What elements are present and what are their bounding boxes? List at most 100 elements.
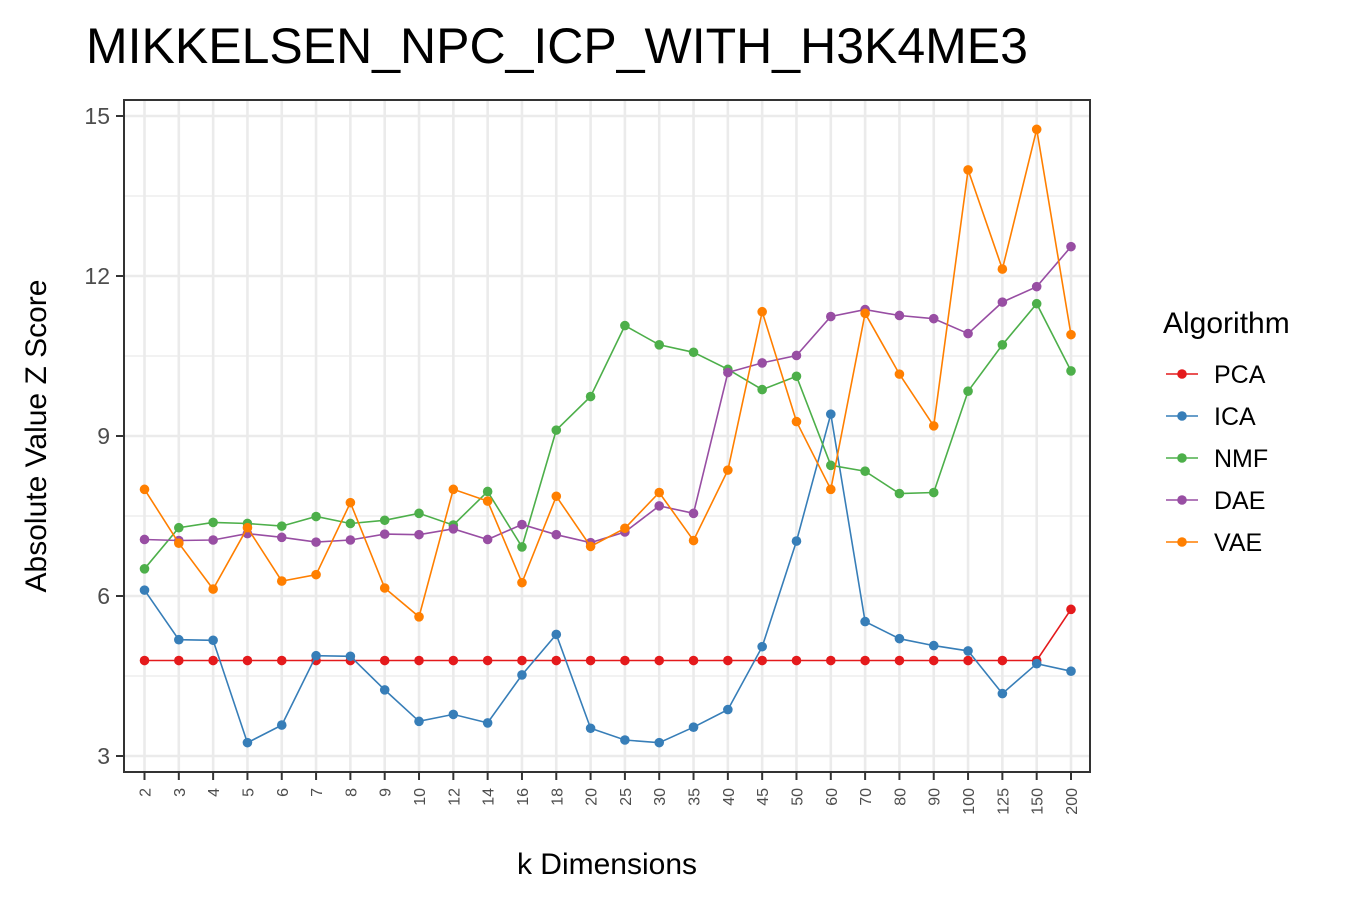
data-point-pca: [551, 656, 561, 666]
legend-key-point: [1177, 411, 1187, 421]
data-point-ica: [277, 720, 287, 730]
x-tick-label: 20: [584, 788, 601, 806]
data-point-ica: [414, 717, 424, 727]
data-point-ica: [586, 723, 596, 733]
data-point-nmf: [414, 509, 424, 519]
data-point-ica: [895, 634, 905, 644]
legend-label-dae: DAE: [1214, 487, 1265, 515]
data-point-nmf: [380, 515, 390, 525]
data-point-vae: [1066, 330, 1076, 340]
x-tick-label: 5: [240, 788, 257, 797]
data-point-vae: [723, 465, 733, 475]
data-point-pca: [517, 656, 527, 666]
data-point-nmf: [551, 425, 561, 435]
x-tick-label: 8: [343, 788, 360, 797]
data-point-pca: [208, 656, 218, 666]
data-point-pca: [963, 656, 973, 666]
x-tick-label: 30: [652, 788, 669, 806]
x-axis: 2 3 4 5 6 7 8 9 10 12 14 16 18 20 25 30 35 40 45 50 60 70 80 90…: [138, 772, 1082, 815]
data-point-dae: [1032, 282, 1042, 292]
x-tick-label: 80: [892, 788, 909, 806]
data-point-vae: [826, 485, 836, 495]
data-point-pca: [757, 656, 767, 666]
x-tick-label: 10: [412, 788, 429, 806]
legend-key-point: [1177, 369, 1187, 379]
data-point-vae: [380, 583, 390, 593]
data-point-vae: [551, 491, 561, 501]
data-point-pca: [689, 656, 699, 666]
data-point-dae: [1066, 242, 1076, 252]
x-tick-label: 16: [515, 788, 532, 806]
data-point-vae: [449, 485, 459, 495]
y-tick-label: 3: [97, 743, 110, 769]
x-tick-label: 45: [755, 788, 772, 806]
x-tick-label: 40: [721, 788, 738, 806]
data-point-pca: [620, 656, 630, 666]
data-point-ica: [449, 710, 459, 720]
data-point-dae: [895, 311, 905, 321]
data-point-pca: [414, 656, 424, 666]
x-tick-label: 2: [138, 788, 155, 797]
data-point-vae: [895, 369, 905, 379]
data-point-nmf: [208, 518, 218, 528]
data-point-nmf: [517, 542, 527, 552]
x-tick-label: 50: [789, 788, 806, 806]
legend-key-point: [1177, 537, 1187, 547]
data-point-dae: [963, 329, 973, 339]
legend-item-pca: PCA: [1166, 361, 1266, 389]
data-point-vae: [963, 165, 973, 175]
data-point-pca: [1066, 605, 1076, 615]
x-tick-label: 25: [618, 788, 635, 806]
legend-label-nmf: NMF: [1214, 445, 1268, 473]
x-tick-label: 35: [687, 788, 704, 806]
data-point-vae: [1032, 125, 1042, 135]
x-axis-title: k Dimensions: [517, 848, 697, 881]
x-tick-label: 200: [1064, 788, 1081, 815]
x-tick-label: 90: [927, 788, 944, 806]
data-point-pca: [929, 656, 939, 666]
legend-title: Algorithm: [1163, 307, 1290, 340]
data-point-dae: [551, 530, 561, 540]
data-point-dae: [140, 535, 150, 545]
data-point-dae: [346, 535, 356, 545]
data-point-dae: [826, 312, 836, 322]
data-point-nmf: [757, 385, 767, 395]
data-point-dae: [757, 358, 767, 368]
legend-key-point: [1177, 453, 1187, 463]
data-point-dae: [792, 351, 802, 361]
y-axis: 3 6 9 12 15: [84, 103, 124, 769]
data-point-vae: [208, 584, 218, 594]
data-point-dae: [277, 533, 287, 543]
data-point-ica: [689, 722, 699, 732]
data-point-ica: [620, 735, 630, 745]
legend-item-ica: ICA: [1166, 403, 1256, 431]
data-point-pca: [654, 656, 664, 666]
data-point-ica: [860, 617, 870, 627]
legend-item-dae: DAE: [1166, 487, 1265, 515]
data-point-vae: [998, 264, 1008, 274]
x-tick-label: 12: [446, 788, 463, 806]
data-point-vae: [140, 485, 150, 495]
data-point-vae: [929, 421, 939, 431]
data-point-pca: [998, 656, 1008, 666]
data-point-dae: [929, 314, 939, 324]
x-tick-label: 70: [858, 788, 875, 806]
data-point-dae: [449, 524, 459, 534]
data-point-ica: [243, 738, 253, 748]
data-point-ica: [1066, 666, 1076, 676]
data-point-vae: [689, 536, 699, 546]
data-point-nmf: [792, 371, 802, 381]
data-point-pca: [277, 656, 287, 666]
data-point-dae: [414, 530, 424, 540]
data-point-ica: [757, 642, 767, 652]
data-point-vae: [654, 488, 664, 498]
y-tick-label: 6: [97, 583, 110, 609]
data-point-pca: [826, 656, 836, 666]
data-point-ica: [963, 646, 973, 656]
data-point-pca: [449, 656, 459, 666]
data-point-vae: [860, 309, 870, 319]
data-point-ica: [826, 409, 836, 419]
data-point-dae: [208, 535, 218, 545]
